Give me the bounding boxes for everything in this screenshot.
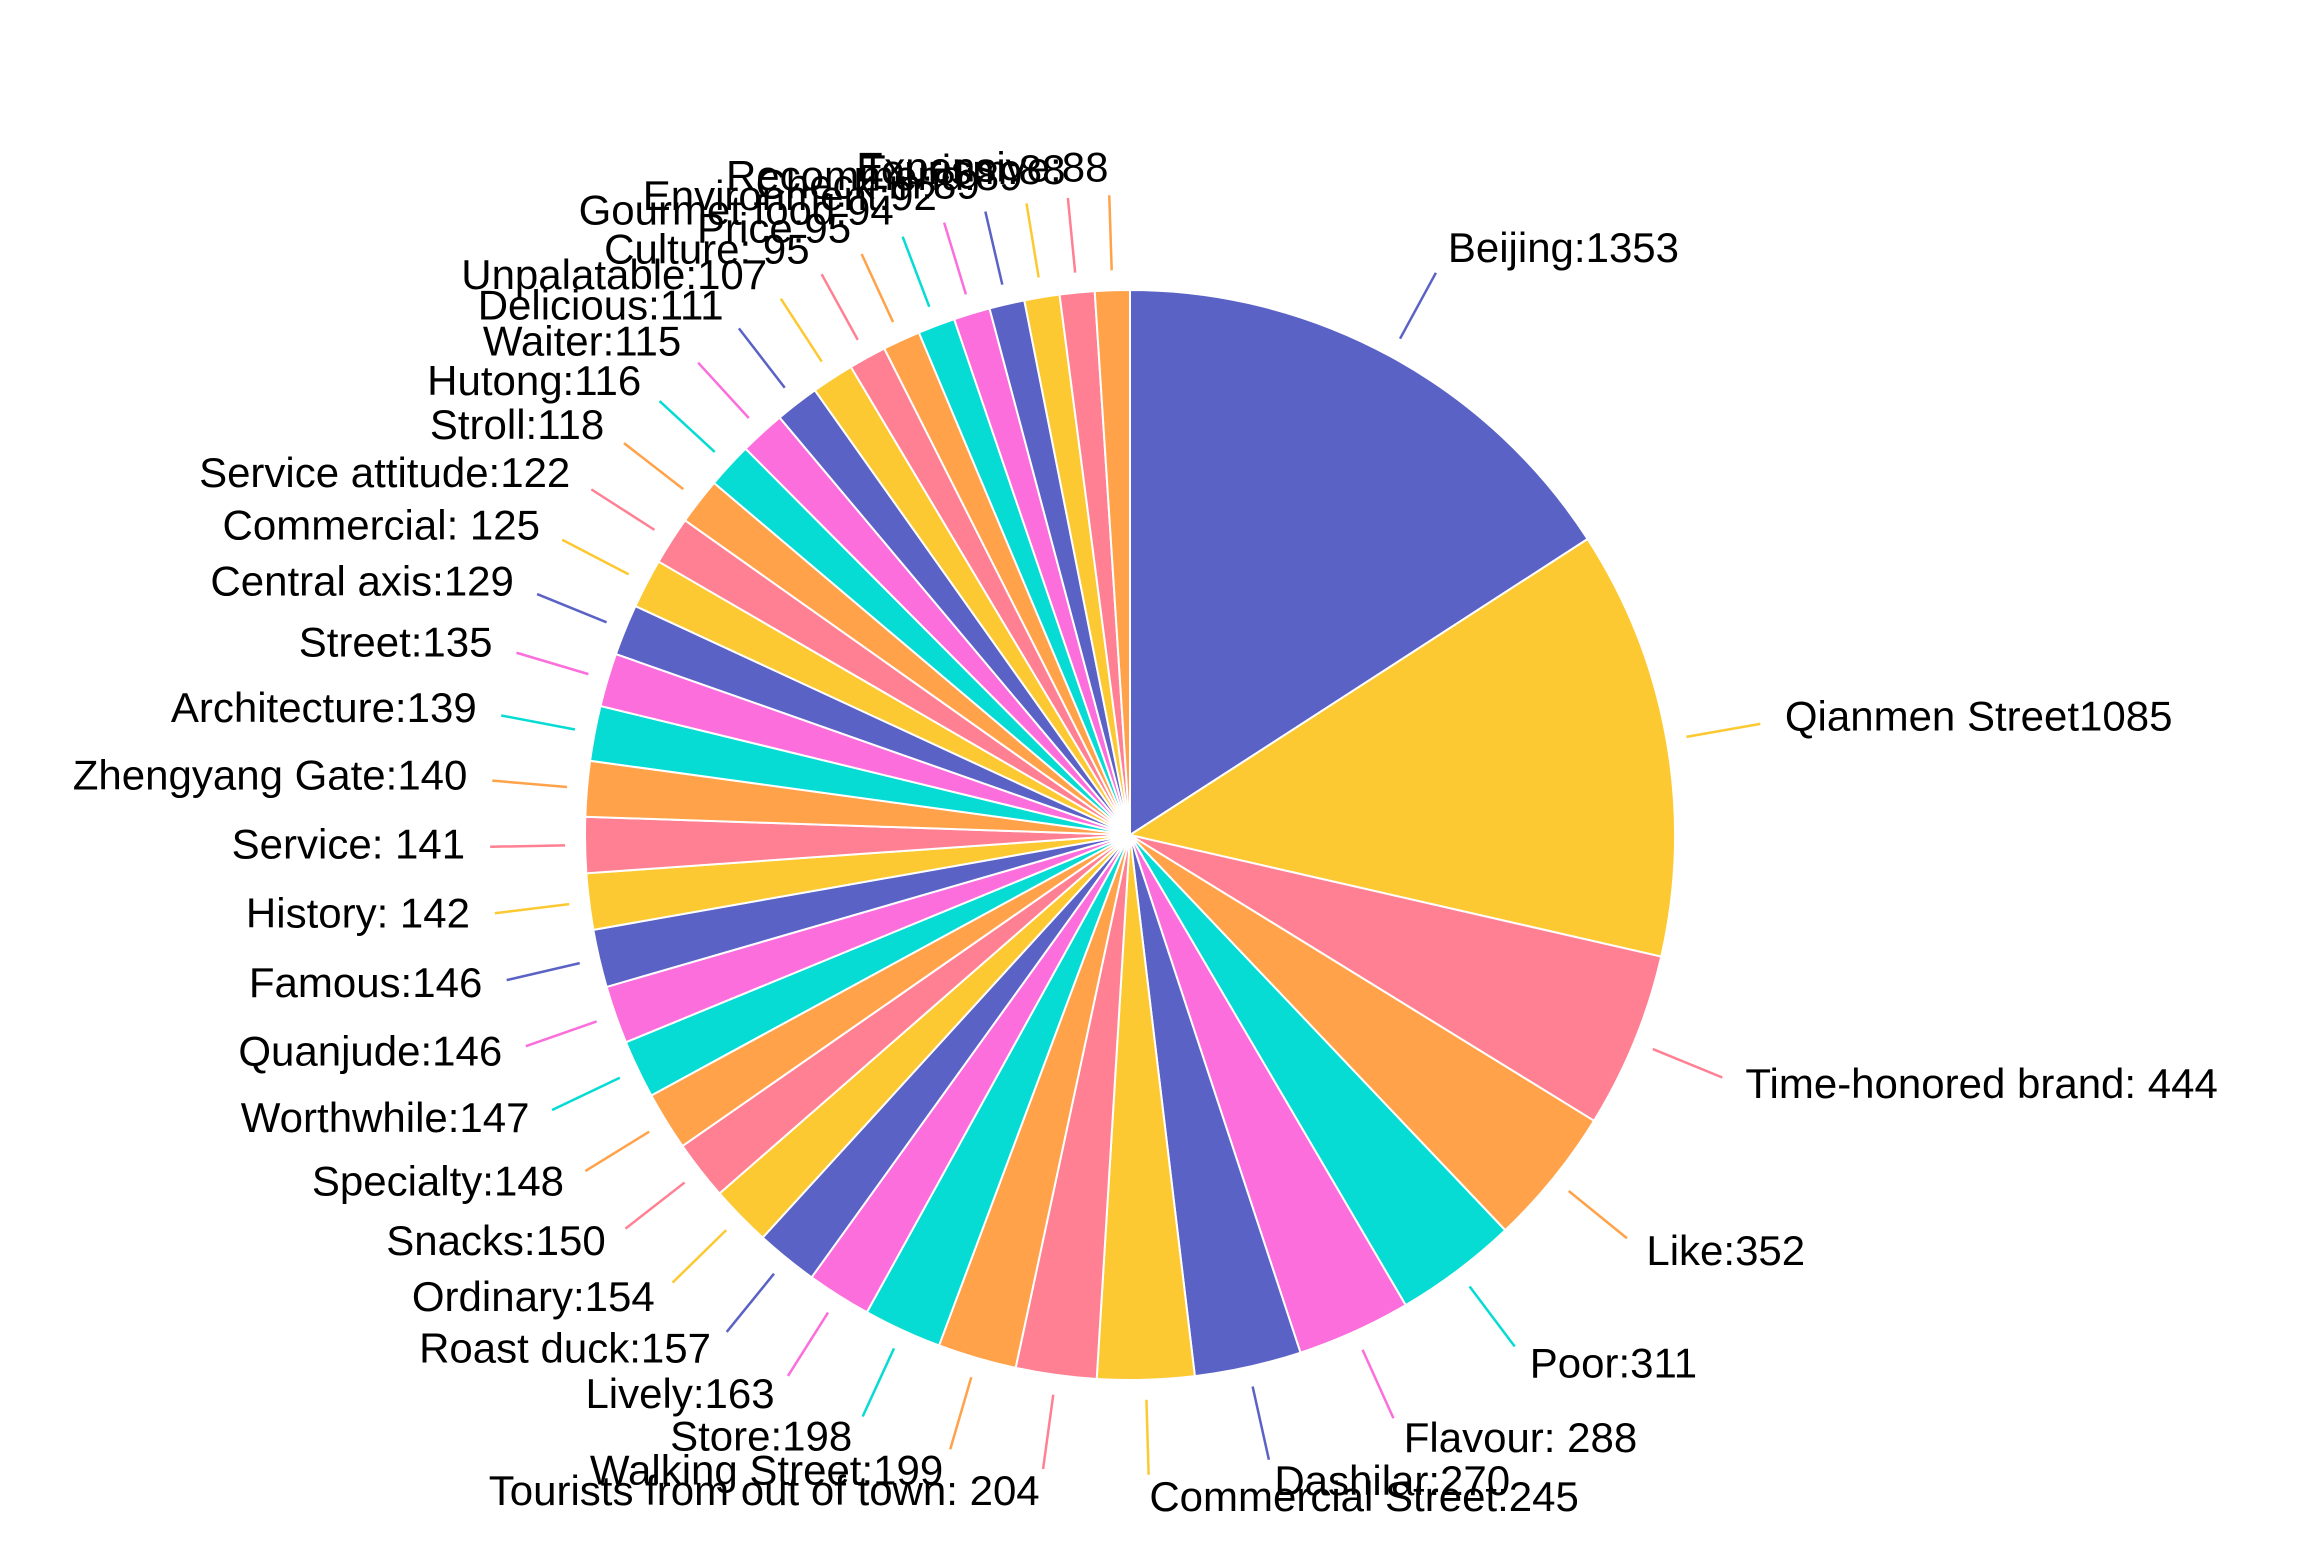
slice-label: Poor:311: [1530, 1340, 1697, 1387]
slice-label: Commercial: 125: [223, 501, 540, 548]
leader-line: [949, 1376, 973, 1450]
leader-line: [984, 211, 1004, 285]
leader-line: [697, 361, 750, 419]
leader-line: [525, 1020, 598, 1048]
slice-label: Culture: 95: [604, 225, 809, 272]
leader-line: [561, 538, 630, 576]
leader-line: [1066, 197, 1077, 273]
slice-label: Hutong:116: [427, 357, 641, 404]
leader-line: [551, 1076, 621, 1112]
pie-slice: [1093, 288, 1131, 836]
leader-line: [1567, 1190, 1628, 1240]
leader-line: [725, 1272, 775, 1333]
slice-label: Tourists from out of town: 204: [489, 1467, 1040, 1514]
leader-line: [820, 273, 859, 341]
leader-line: [1686, 722, 1761, 739]
leader-line: [1025, 203, 1040, 278]
slice-label: Service: 141: [232, 820, 465, 867]
slice-label: Like:352: [1646, 1227, 1805, 1274]
leader-line: [658, 400, 716, 453]
slice-label: Quanjude:146: [238, 1028, 502, 1075]
slice-label: Environment:92: [643, 172, 937, 219]
slice-label: Zhengyang Gate:140: [73, 752, 468, 799]
slice-label: Architecture:139: [171, 684, 477, 731]
leader-line: [1652, 1047, 1723, 1079]
slice-label: Price:95: [697, 204, 851, 251]
slice-label: Store:198: [670, 1412, 852, 1459]
slice-label: Central axis:129: [210, 558, 514, 605]
slice-label: Delicious:111: [478, 282, 724, 329]
slice-label: Expensive:88: [856, 143, 1108, 190]
leader-line: [861, 1347, 896, 1418]
slice-label: Waiter:115: [483, 317, 681, 364]
slice-label: Unpalatable:107: [461, 251, 767, 298]
pie-slice: [1129, 537, 1676, 958]
leader-line: [860, 253, 895, 323]
slice-label: Stroll:118: [430, 401, 604, 448]
slice-label: Specialty:148: [312, 1157, 564, 1204]
slice-label: Time-honored brand: 444: [1745, 1060, 2217, 1107]
leader-line: [494, 902, 570, 915]
leader-line: [501, 714, 576, 731]
leader-line: [737, 327, 786, 389]
leader-line: [506, 961, 580, 982]
slice-label: Beijing:1353: [1448, 224, 1679, 271]
leader-line: [1361, 1349, 1395, 1419]
slice-label: Flavour: 288: [1404, 1414, 1637, 1461]
leader-line: [590, 488, 656, 531]
leader-line: [1251, 1386, 1271, 1461]
slice-label: Qianmen Street1085: [1785, 693, 2173, 740]
leader-line: [671, 1229, 728, 1284]
leader-line: [1108, 195, 1113, 271]
slice-label: Tourism:88: [860, 146, 1065, 193]
slices-layer: [584, 288, 1676, 1381]
slice-label: Famous:146: [249, 959, 482, 1006]
leader-line: [942, 222, 968, 295]
slice-label: History: 142: [246, 889, 470, 936]
leader-line: [624, 1181, 686, 1230]
leader-line: [584, 1130, 650, 1173]
slice-label: Ordinary:154: [412, 1273, 655, 1320]
leader-lines-layer: [490, 195, 1761, 1475]
slice-label: Check-in:89: [756, 160, 980, 207]
slice-label: Dashilar:270: [1274, 1457, 1510, 1504]
slice-label: Snacks:150: [386, 1217, 605, 1264]
pie-slice: [1129, 289, 1589, 836]
leader-line: [1145, 1399, 1150, 1475]
slice-label: Lively:163: [585, 1370, 774, 1417]
slice-label: Recommend:89: [726, 152, 1022, 199]
slice-label: Walking Street:199: [590, 1446, 943, 1493]
leader-line: [1468, 1285, 1516, 1348]
pie-slice: [1129, 834, 1663, 1122]
leader-line: [786, 1311, 830, 1377]
leader-line: [1398, 272, 1437, 340]
slice-label: Worthwhile:147: [241, 1094, 530, 1141]
leader-line: [779, 297, 823, 363]
leader-line: [1041, 1394, 1055, 1470]
leader-line: [536, 592, 608, 624]
leader-line: [901, 236, 931, 308]
slice-label: Commercial Street:245: [1149, 1473, 1579, 1520]
slice-labels-layer: Beijing:1353 Qianmen Street1085 Time-honor…: [73, 143, 2218, 1519]
slice-label: Roast duck:157: [419, 1324, 711, 1371]
leader-line: [492, 779, 568, 789]
leader-line: [623, 442, 685, 491]
leader-line: [490, 844, 566, 849]
slice-label: Gourmet food:94: [579, 186, 894, 233]
slice-label: Street:135: [299, 619, 493, 666]
leader-line: [516, 651, 589, 676]
slice-label: Service attitude:122: [199, 449, 570, 496]
